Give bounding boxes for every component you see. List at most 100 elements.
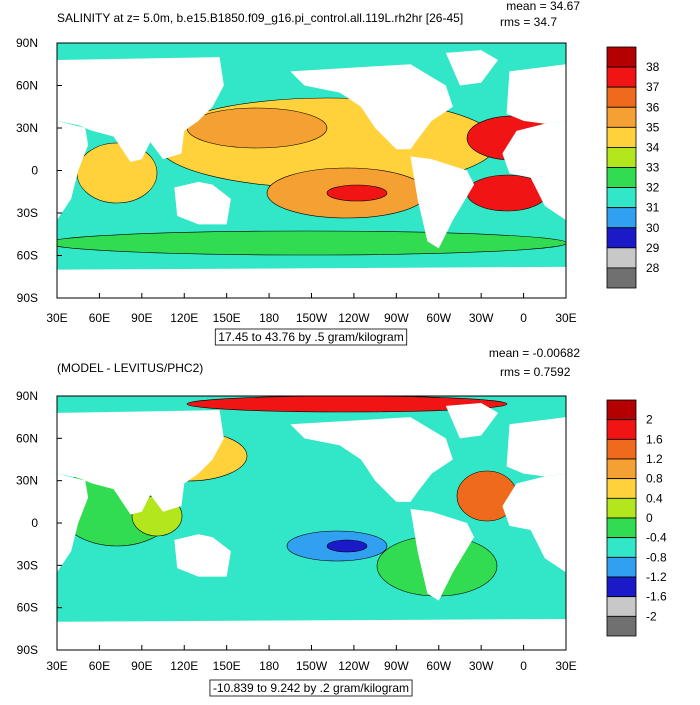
colorbar-label: 28 xyxy=(646,261,660,275)
lon-label: 150E xyxy=(213,311,241,325)
ocean-patch xyxy=(186,396,508,413)
lon-label: 0 xyxy=(520,311,527,325)
rms-label: rms = 34.7 xyxy=(500,15,557,29)
colorbar-box xyxy=(606,576,637,598)
panel-title: (MODEL - LEVITUS/PHC2) xyxy=(57,361,203,375)
lon-label: 180 xyxy=(259,311,279,325)
colorbar-label: 1.6 xyxy=(646,432,663,446)
lon-label: 60E xyxy=(89,659,110,673)
colorbar-box xyxy=(606,438,637,460)
lon-label: 120W xyxy=(338,659,370,673)
colorbar-label: 33 xyxy=(646,161,660,175)
lat-label: 60S xyxy=(17,249,38,263)
colorbar-box xyxy=(606,517,637,539)
lon-label: 150W xyxy=(296,659,328,673)
info-box xyxy=(214,328,408,346)
lon-label: 150W xyxy=(296,311,328,325)
rms-label: rms = 0.7592 xyxy=(500,365,571,379)
colorbar-box xyxy=(606,537,637,558)
colorbar-label: 34 xyxy=(646,140,660,154)
colorbar-box xyxy=(606,207,637,229)
colorbar-label: 32 xyxy=(646,181,660,195)
colorbar-label: 0.8 xyxy=(646,472,663,486)
lon-label: 30W xyxy=(469,659,494,673)
colorbar-box xyxy=(606,187,637,209)
colorbar-label: 31 xyxy=(646,201,660,215)
colorbar-box xyxy=(606,126,637,148)
ocean-field xyxy=(57,43,566,298)
colorbar-label: -0.8 xyxy=(646,550,667,564)
lon-label: 150E xyxy=(213,659,241,673)
lon-label: 120E xyxy=(170,311,198,325)
colorbar-box xyxy=(606,419,637,440)
lon-label: 90W xyxy=(384,659,409,673)
lat-label: 30S xyxy=(17,558,38,572)
colorbar-box xyxy=(606,227,637,249)
colorbar-label: 36 xyxy=(646,100,660,114)
colorbar-box xyxy=(606,147,637,168)
lat-label: 30N xyxy=(16,474,38,488)
colorbar-label: -0.4 xyxy=(646,531,667,545)
lat-label: 60N xyxy=(16,431,38,445)
colorbar-label: 30 xyxy=(646,221,660,235)
lon-label: 180 xyxy=(259,659,279,673)
ocean-patch xyxy=(186,107,328,149)
colorbar-label: 1.2 xyxy=(646,452,663,466)
colorbar-box xyxy=(606,267,637,289)
lat-label: 0 xyxy=(31,516,38,530)
colorbar-box xyxy=(606,399,637,421)
ocean-patch xyxy=(326,184,388,202)
info-label: 17.45 to 43.76 by .5 gram/kilogram xyxy=(218,330,403,344)
lon-label: 30E xyxy=(555,311,576,325)
lat-label: 60S xyxy=(17,601,38,615)
lon-label: 60E xyxy=(89,311,110,325)
ocean-field xyxy=(57,396,566,650)
colorbar-box xyxy=(606,167,637,188)
colorbar-box xyxy=(606,556,637,578)
colorbar-box xyxy=(606,615,637,637)
colorbar-label: 37 xyxy=(646,80,660,94)
colorbar-box xyxy=(606,596,637,617)
lon-label: 60W xyxy=(426,311,451,325)
colorbar-label: 38 xyxy=(646,60,660,74)
lon-label: 120E xyxy=(170,659,198,673)
panel-title: SALINITY at z= 5.0m, b.e15.B1850.f09_g16… xyxy=(57,11,463,25)
lon-label: 90E xyxy=(131,311,152,325)
info-label: -10.839 to 9.242 by .2 gram/kilogram xyxy=(213,681,409,695)
lat-label: 30N xyxy=(16,121,38,135)
colorbar-label: 2 xyxy=(646,413,653,427)
lon-label: 120W xyxy=(338,311,370,325)
colorbar-box xyxy=(606,497,637,519)
lat-label: 90N xyxy=(16,389,38,403)
colorbar-box xyxy=(606,106,637,128)
colorbar-box xyxy=(606,458,637,480)
lon-label: 30W xyxy=(469,311,494,325)
colorbar-label: 0 xyxy=(646,511,653,525)
colorbar-label: 35 xyxy=(646,120,660,134)
lon-label: 90E xyxy=(131,659,152,673)
colorbar-label: -1.6 xyxy=(646,590,667,604)
colorbar-box xyxy=(606,66,637,88)
ocean-patch xyxy=(57,230,566,256)
info-box xyxy=(209,679,413,697)
colorbar-box xyxy=(606,86,637,108)
lon-label: 30E xyxy=(46,659,67,673)
lat-label: 90S xyxy=(17,291,38,305)
lon-label: 30E xyxy=(555,659,576,673)
lat-label: 0 xyxy=(31,164,38,178)
lon-label: 90W xyxy=(384,311,409,325)
mean-label: mean = 34.67 xyxy=(506,0,580,13)
colorbar-box xyxy=(606,247,637,269)
colorbar-label: -2 xyxy=(646,609,657,623)
colorbar-box xyxy=(606,478,637,499)
lat-label: 90S xyxy=(17,643,38,657)
lon-label: 30E xyxy=(46,311,67,325)
lat-label: 60N xyxy=(16,79,38,93)
lat-label: 30S xyxy=(17,206,38,220)
colorbar-label: -1.2 xyxy=(646,570,667,584)
colorbar-box xyxy=(606,46,637,68)
lat-label: 90N xyxy=(16,36,38,50)
colorbar-label: 29 xyxy=(646,241,660,255)
colorbar-label: 0.4 xyxy=(646,491,663,505)
